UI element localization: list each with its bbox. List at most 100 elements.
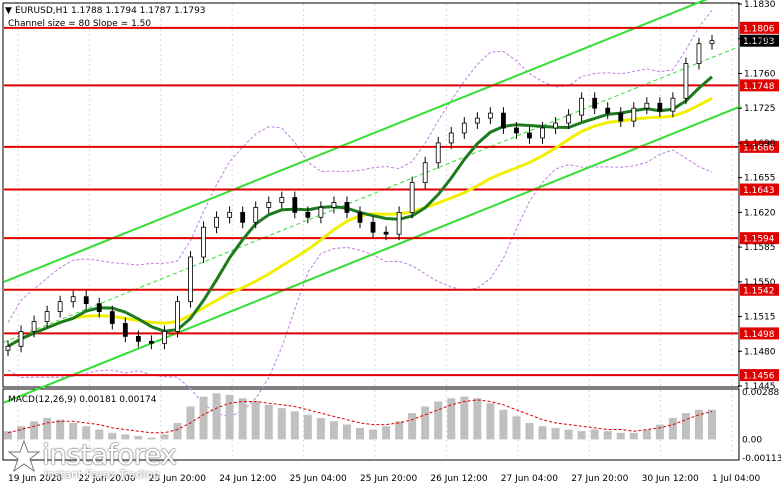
macd-bar [238, 398, 247, 440]
macd-bar [329, 421, 338, 440]
macd-bar [30, 421, 39, 440]
macd-bar [681, 413, 690, 440]
macd-bar [95, 429, 104, 440]
x-tick-label: 27 Jun 20:00 [571, 474, 628, 484]
candle-body [566, 114, 571, 124]
candle-body [396, 211, 402, 235]
macd-bar [421, 406, 430, 440]
macd-bar [629, 432, 638, 440]
macd-bar [512, 416, 521, 440]
macd-tick-label: -0.00113 [742, 454, 781, 464]
logo-tagline: Instant Forex Trading [44, 468, 160, 481]
macd-bar [69, 422, 78, 440]
level-label: 1.1686 [743, 143, 775, 153]
candle-body [96, 303, 102, 312]
macd-bar [356, 427, 364, 440]
channel-mid-line [3, 45, 741, 343]
candle-body [149, 340, 154, 344]
level-label: 1.1542 [743, 286, 775, 296]
candle-body [448, 132, 454, 144]
macd-bar [303, 414, 312, 440]
support-resistance-levels: 1.1806 1.1748 1.1686 1.1643 1.1594 1.1542 1.14… [4, 21, 779, 382]
channel-upper-line [3, 0, 708, 283]
macd-bar [603, 431, 612, 440]
symbol-header: EURUSD,H1 1.1788 1.1794 1.1787 1.1793 [15, 6, 206, 16]
macd-bar [395, 421, 404, 440]
macd-bar [708, 409, 716, 440]
macd-bar [82, 426, 91, 440]
candles [5, 34, 715, 357]
macd-bar [147, 437, 156, 440]
macd-signal-line [7, 399, 713, 434]
y-tick-label: 1.1830 [744, 0, 776, 10]
x-tick-label: 24 Jun 12:00 [219, 474, 276, 484]
candle-body [605, 107, 611, 114]
macd-bar [499, 409, 508, 440]
candle-body [5, 345, 11, 351]
candle-body [370, 221, 376, 233]
macd-bar [17, 426, 26, 440]
time-axis: 19 Jun 2020 22 Jun 20:00 23 Jun 20:00 24 Ju… [8, 474, 761, 484]
macd-indicator: 0.00288 0.00 -0.00113 [4, 388, 781, 464]
y-tick-label: 1.1480 [744, 347, 776, 357]
candle-body [57, 301, 63, 312]
macd-bar [264, 404, 273, 440]
macd-bar [173, 422, 182, 440]
price-axis: 1.1830 1.1795 1.1760 1.1725 1.1690 1.1655 1.16… [738, 0, 776, 392]
macd-bar [694, 409, 703, 440]
macd-bar [108, 432, 117, 440]
candle-body [514, 127, 519, 134]
candle-body [83, 296, 89, 305]
current-price-bg [740, 34, 779, 47]
macd-bar [56, 419, 65, 440]
triangle-icon: ▼ [5, 6, 12, 16]
macd-tick-label: 0.00288 [742, 388, 779, 398]
macd-bar [121, 434, 130, 440]
y-tick-label: 1.1515 [744, 313, 776, 323]
candle-body [18, 331, 24, 347]
level-label-bg [740, 283, 779, 296]
candle-body [618, 112, 624, 122]
level-label-bg [740, 183, 779, 196]
candle-body [422, 162, 428, 183]
level-label: 1.1806 [743, 24, 775, 34]
candle-body [122, 323, 128, 337]
candle-body [579, 97, 585, 116]
macd-bar [316, 418, 325, 440]
level-label: 1.1456 [743, 372, 775, 382]
macd-bar [668, 418, 677, 440]
bollinger-bands [7, 9, 713, 418]
y-tick-label: 1.1445 [744, 382, 776, 392]
candle-body [305, 211, 311, 218]
candle-body [487, 112, 493, 119]
candle-body [175, 301, 180, 332]
macd-bar [473, 398, 482, 440]
channel-lower-line [3, 105, 742, 404]
macd-bar [342, 424, 351, 440]
y-tick-label: 1.1585 [744, 243, 776, 253]
bollinger-lower [7, 149, 713, 418]
y-tick-label: 1.1725 [744, 104, 776, 114]
x-tick-label: 19 Jun 2020 [8, 474, 62, 484]
candle-body [592, 97, 598, 109]
macd-bar [486, 403, 495, 440]
macd-bar [616, 432, 625, 440]
macd-bar [277, 408, 286, 440]
x-tick-label: 22 Jun 20:00 [78, 474, 135, 484]
macd-bar [382, 426, 391, 440]
macd-bar [577, 431, 586, 440]
macd-tick-label: 0.00 [742, 435, 762, 445]
macd-pane-frame [2, 388, 740, 461]
macd-bar [43, 418, 52, 440]
y-tick-label: 1.1550 [744, 278, 776, 288]
macd-bar [160, 434, 169, 440]
level-label: 1.1643 [743, 186, 775, 196]
candle-body [527, 132, 532, 139]
candle-body [292, 197, 298, 213]
candle-body [461, 122, 467, 134]
candle-body [435, 142, 441, 164]
macd-bar [642, 429, 651, 440]
candle-body [631, 107, 637, 122]
x-tick-label: 1 Jul 04:00 [712, 474, 761, 484]
